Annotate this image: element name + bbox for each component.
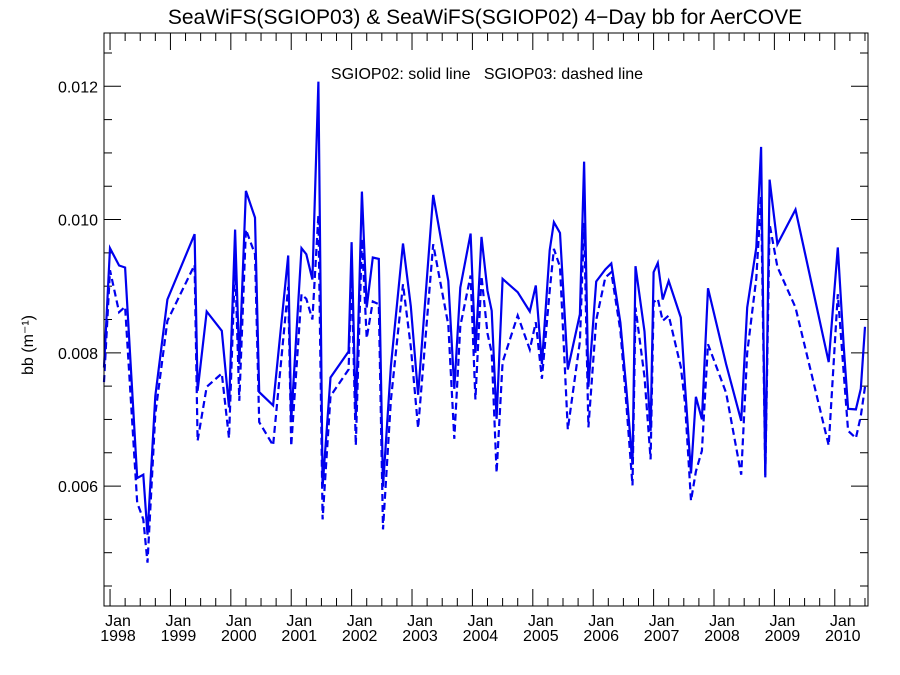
y-tick-label: 0.008	[58, 346, 98, 363]
y-tick-label: 0.010	[58, 213, 98, 230]
chart-title: SeaWiFS(SGIOP03) & SeaWiFS(SGIOP02) 4−Da…	[168, 6, 802, 29]
x-tick-year-label: 2005	[523, 628, 559, 645]
x-tick-month-label: Jan	[407, 613, 433, 630]
x-tick-year-label: 2006	[583, 628, 619, 645]
x-tick-year-label: 2008	[704, 628, 740, 645]
x-tick-month-label: Jan	[588, 613, 614, 630]
y-tick-label: 0.012	[58, 79, 98, 96]
x-tick-year-label: 2007	[644, 628, 680, 645]
y-axis-label: bb (m⁻¹)	[20, 315, 37, 375]
x-tick-month-label: Jan	[528, 613, 554, 630]
x-tick-month-label: Jan	[226, 613, 252, 630]
x-tick-year-label: 1998	[100, 628, 136, 645]
series-layer	[102, 81, 867, 563]
x-tick-month-label: Jan	[166, 613, 192, 630]
x-tick-year-label: 2002	[342, 628, 378, 645]
x-tick-month-label: Jan	[468, 613, 494, 630]
x-tick-month-label: Jan	[105, 613, 131, 630]
x-tick-year-label: 2004	[463, 628, 499, 645]
x-tick-month-label: Jan	[709, 613, 735, 630]
x-tick-year-label: 1999	[161, 628, 197, 645]
x-tick-year-label: 2003	[402, 628, 438, 645]
x-axis: Jan1998Jan1999Jan2000Jan2001Jan2002Jan20…	[100, 33, 866, 645]
y-tick-label: 0.006	[58, 479, 98, 496]
series-line-sgiop02	[102, 81, 867, 535]
x-tick-month-label: Jan	[649, 613, 675, 630]
x-tick-year-label: 2009	[765, 628, 801, 645]
legend-annotation: SGIOP02: solid line SGIOP03: dashed line	[331, 66, 643, 83]
y-axis: 0.006 0.008 0.010 0.012	[58, 52, 868, 587]
x-tick-month-label: Jan	[347, 613, 373, 630]
x-tick-year-label: 2000	[221, 628, 257, 645]
x-tick-month-label: Jan	[769, 613, 795, 630]
x-tick-year-label: 2001	[281, 628, 317, 645]
x-tick-month-label: Jan	[830, 613, 856, 630]
plot-frame	[103, 32, 869, 607]
x-tick-year-label: 2010	[825, 628, 861, 645]
series-line-sgiop03	[102, 196, 867, 563]
x-tick-month-label: Jan	[286, 613, 312, 630]
